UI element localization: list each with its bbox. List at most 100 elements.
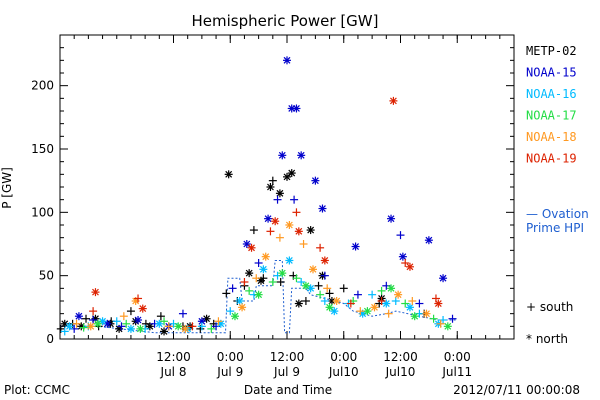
point-south-noaa-15 <box>290 195 299 204</box>
star-mark-d2 <box>406 303 414 311</box>
point-north-noaa-16 <box>65 322 74 331</box>
star-mark-d2 <box>371 303 378 311</box>
point-south-noaa-16 <box>60 327 69 336</box>
y-tick-label: 100 <box>31 205 54 219</box>
point-south-noaa-15 <box>254 259 263 267</box>
point-north-noaa-17 <box>278 269 287 278</box>
star-mark-d2 <box>276 189 284 197</box>
footer-left: Plot: CCMC <box>4 383 70 397</box>
star-mark-d2 <box>363 307 371 315</box>
point-north-noaa-19 <box>320 256 329 265</box>
y-tick-label: 50 <box>39 269 54 283</box>
point-south-noaa-17 <box>160 317 169 326</box>
chart-title: Hemispheric Power [GW] <box>192 12 379 30</box>
star-mark-d2 <box>174 322 182 330</box>
x-tick-label-time: 0:00 <box>217 350 244 364</box>
point-south-noaa-19 <box>266 227 275 236</box>
point-south-noaa-19 <box>292 208 301 217</box>
ovation-series-line <box>60 260 458 334</box>
legend-entry-noaa-18: NOAA-18 <box>526 130 577 144</box>
star-mark-d2 <box>103 320 111 328</box>
point-north-noaa-16 <box>235 297 244 305</box>
data-points <box>56 56 457 336</box>
point-south-metp-02 <box>339 284 348 293</box>
point-north-metp-02 <box>287 169 296 178</box>
star-mark-d2 <box>255 291 263 299</box>
star-mark-d2 <box>87 322 95 330</box>
point-south-noaa-19 <box>240 278 249 286</box>
star-mark-d2 <box>423 310 430 318</box>
x-tick-label-time: 0:00 <box>444 350 471 364</box>
point-south-noaa-17 <box>377 286 386 295</box>
point-north-noaa-16 <box>330 307 339 316</box>
point-north-noaa-19 <box>271 217 280 226</box>
point-north-noaa-17 <box>136 324 145 333</box>
point-north-noaa-17 <box>254 290 263 299</box>
point-north-noaa-15 <box>398 252 407 261</box>
point-south-metp-02 <box>314 281 323 290</box>
star-mark-d2 <box>399 253 407 261</box>
point-south-metp-02 <box>222 289 231 298</box>
legend-ovation: — Ovation Prime HPI <box>526 207 589 235</box>
star-mark-d2 <box>434 300 442 307</box>
point-north-noaa-15 <box>283 56 291 65</box>
point-south-noaa-17 <box>122 319 131 328</box>
point-north-noaa-16 <box>259 265 268 274</box>
point-south-noaa-16 <box>320 297 329 305</box>
point-north-noaa-18 <box>370 303 379 312</box>
x-tick-label-date: Jul11 <box>441 365 472 379</box>
point-north-noaa-16 <box>155 319 164 328</box>
point-north-noaa-18 <box>285 221 294 229</box>
point-north-noaa-17 <box>93 319 102 328</box>
point-south-noaa-17 <box>401 299 410 308</box>
point-north-metp-02 <box>294 299 303 308</box>
legend-entry-noaa-19: NOAA-19 <box>526 152 577 166</box>
point-south-noaa-19 <box>188 322 197 331</box>
point-north-noaa-17 <box>443 322 452 331</box>
x-tick-label-date: Jul 9 <box>273 365 300 379</box>
star-mark-d2 <box>295 227 303 235</box>
point-north-noaa-15 <box>351 242 360 251</box>
star-mark-d2 <box>302 282 310 290</box>
star-mark-d2 <box>92 288 99 296</box>
star-mark-d2 <box>394 291 402 299</box>
star-mark-d2 <box>225 170 233 178</box>
star-mark-d2 <box>283 56 291 64</box>
point-south-noaa-18 <box>164 322 173 331</box>
legend-entry-noaa-16: NOAA-16 <box>526 87 577 101</box>
legend-entry-noaa-15: NOAA-15 <box>526 66 577 80</box>
point-north-noaa-15 <box>311 176 320 185</box>
point-south-noaa-18 <box>408 297 417 305</box>
point-north-noaa-18 <box>394 290 403 299</box>
point-south-noaa-18 <box>299 240 308 248</box>
point-south-noaa-19 <box>89 307 98 316</box>
point-south-noaa-18 <box>214 317 223 326</box>
legend-north: * north <box>526 332 568 346</box>
point-south-noaa-19 <box>134 294 143 303</box>
point-south-noaa-15 <box>353 290 362 299</box>
star-mark-d2 <box>288 169 296 177</box>
point-north-noaa-17 <box>230 312 239 321</box>
star-mark-d2 <box>309 265 317 273</box>
star-mark-d2 <box>330 307 338 315</box>
star-mark-d2 <box>295 300 303 307</box>
point-south-noaa-17 <box>316 290 325 299</box>
star-mark-d2 <box>61 320 69 328</box>
y-tick-label: 200 <box>31 79 54 93</box>
star-mark-d2 <box>139 305 147 313</box>
point-north-noaa-18 <box>309 265 318 274</box>
star-mark-d2 <box>217 320 225 328</box>
star-mark-d2 <box>352 243 359 250</box>
star-mark-d2 <box>285 257 293 264</box>
point-north-noaa-18 <box>261 252 270 261</box>
point-south-metp-02 <box>156 312 165 321</box>
point-north-noaa-18 <box>332 297 341 305</box>
star-mark-d2 <box>259 265 267 273</box>
star-mark-d2 <box>333 297 341 305</box>
point-south-noaa-16 <box>391 297 400 305</box>
plot-frame <box>59 34 515 340</box>
point-north-metp-02 <box>275 189 284 198</box>
y-axis: 0 50 100 150 200 <box>31 47 514 346</box>
x-tick-label-date: Jul10 <box>328 365 359 379</box>
